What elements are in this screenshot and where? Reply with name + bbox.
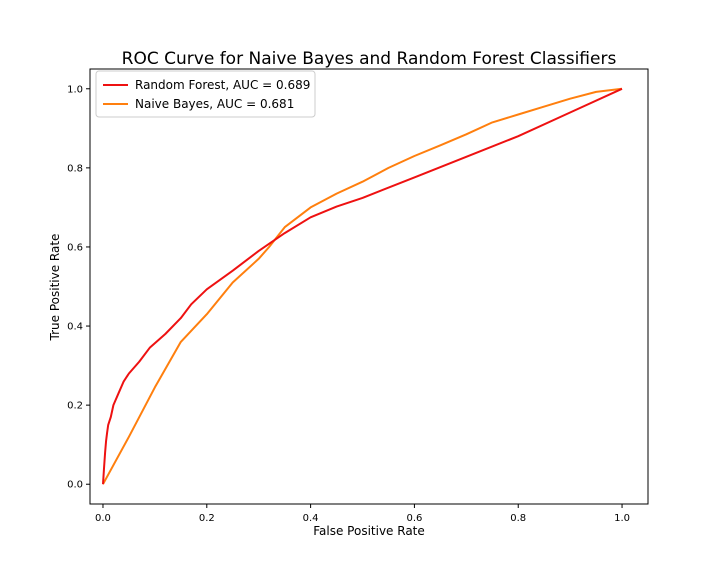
series-lines [102,87,623,485]
x-tick-label: 1.0 [614,513,630,524]
y-tick-label: 0.8 [67,163,83,174]
y-tick-label: 0.0 [67,480,83,491]
legend-label-random-forest: Random Forest, AUC = 0.689 [135,78,310,92]
y-axis-ticks: 0.0 0.2 0.4 0.6 0.8 1.0 [67,84,90,491]
y-tick-label: 1.0 [67,84,83,95]
legend-label-naive-bayes: Naive Bayes, AUC = 0.681 [135,97,294,111]
legend-box [95,70,316,118]
y-tick-label: 0.6 [67,242,83,253]
x-tick-label: 0.8 [510,513,526,524]
x-axis-label: False Positive Rate [313,524,425,538]
chart-title: ROC Curve for Naive Bayes and Random For… [122,49,617,69]
series-line-random-forest [102,87,623,485]
x-tick-label: 0.6 [406,513,422,524]
y-tick-label: 0.2 [67,401,83,412]
legend: Random Forest, AUC = 0.689 Naive Bayes, … [95,70,316,118]
y-tick-label: 0.4 [67,322,83,333]
plot-area [89,68,649,505]
x-tick-label: 0.0 [95,513,111,524]
x-tick-label: 0.4 [303,513,319,524]
series-line-naive-bayes [102,87,623,485]
y-axis-label: True Positive Rate [48,234,62,342]
x-axis-ticks: 0.0 0.2 0.4 0.6 0.8 1.0 [95,504,630,524]
x-tick-label: 0.2 [199,513,215,524]
